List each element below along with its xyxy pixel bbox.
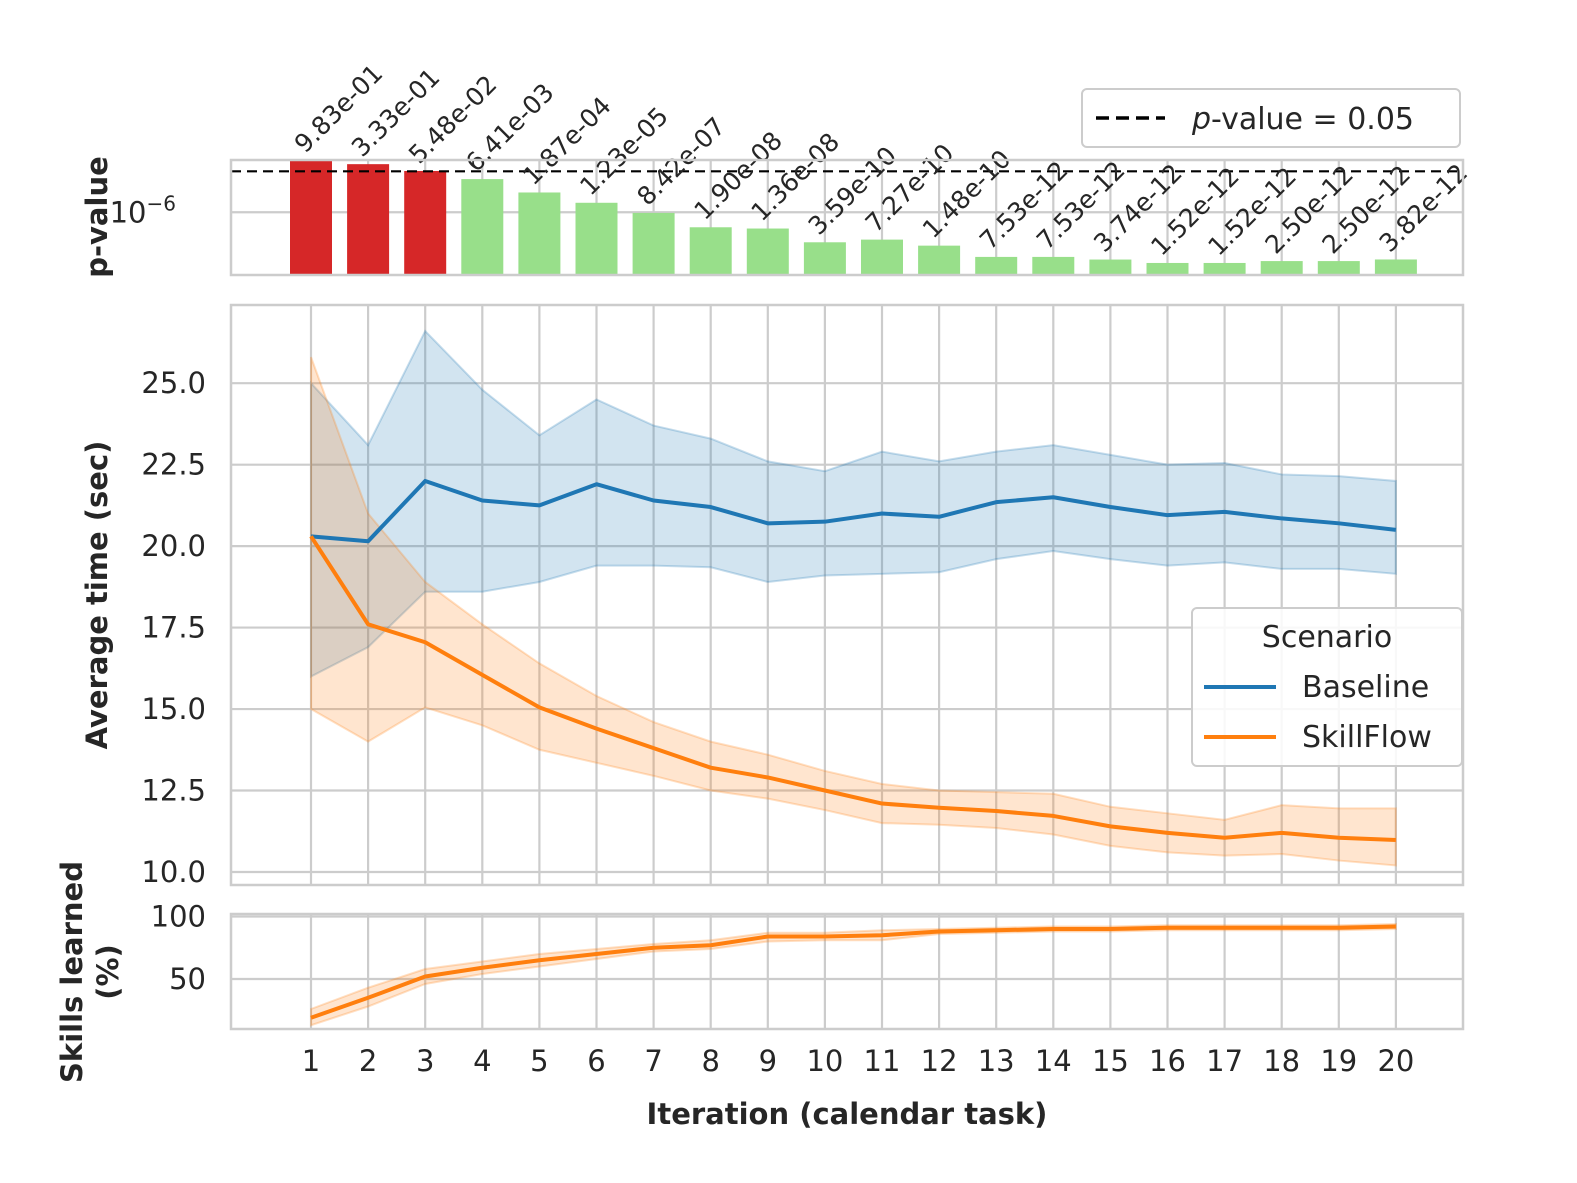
pvalue-bar: [975, 256, 1018, 275]
bot-band-skillflow: [310, 922, 1397, 1027]
mid-grid: [231, 305, 1463, 885]
scenario-legend: Scenario Baseline SkillFlow: [1191, 607, 1463, 767]
x-tick-label: 16: [1149, 1044, 1186, 1078]
band-skillflow: [310, 356, 1397, 867]
threshold-legend-rest: -value = 0.05: [1211, 102, 1414, 137]
mid-ylabel: Average time (sec): [80, 441, 114, 750]
p-value-panel: 9.83e-013.33e-015.48e-026.41e-031.87e-04…: [80, 59, 1473, 278]
x-tick-label: 15: [1092, 1044, 1129, 1078]
time-panel: 10.0 12.5 15.0 17.5 20.0 22.5 25.0 Average tim…: [80, 303, 1465, 889]
pvalue-bar: [689, 227, 732, 275]
pvalue-bar: [632, 212, 675, 275]
legend-baseline-label: Baseline: [1302, 670, 1429, 705]
scenario-legend-title: Scenario: [1262, 620, 1392, 655]
pvalue-bar: [461, 179, 504, 275]
bot-frame: [229, 912, 1465, 1031]
top-ytick-exponent: −6: [147, 191, 176, 215]
pvalue-bar: [1374, 259, 1417, 275]
bot-ytick-label: 100: [151, 900, 206, 934]
x-tick-label: 4: [473, 1044, 491, 1078]
bot-ylabel-line1: Skills learned: [55, 861, 89, 1083]
bot-ytick-label: 50: [169, 962, 206, 996]
bot-grid: [231, 914, 1463, 1029]
mid-ytick-label: 17.5: [141, 611, 206, 645]
top-ytick-label: 10−6: [110, 191, 176, 229]
pvalue-bar: [1317, 261, 1360, 275]
pvalue-bar: [1203, 262, 1246, 275]
x-tick-label: 8: [701, 1044, 719, 1078]
mid-ytick-label: 20.0: [141, 529, 206, 563]
scenario-legend-box: [1191, 607, 1463, 767]
line-skillflow: [309, 535, 1396, 843]
x-tick-label: 12: [921, 1044, 958, 1078]
mid-ytick-label: 22.5: [141, 448, 206, 482]
pvalue-bar: [803, 242, 846, 275]
threshold-legend-label: p-value = 0.05: [1191, 102, 1414, 137]
legend-skillflow-label: SkillFlow: [1302, 720, 1432, 755]
x-tick-label: 3: [416, 1044, 434, 1078]
bot-confidence-bands: [310, 922, 1397, 1027]
pvalue-bar: [575, 202, 618, 275]
x-tick-label: 9: [759, 1044, 777, 1078]
pvalue-bar: [1032, 256, 1075, 275]
pvalue-bar: [290, 160, 332, 275]
mid-ytick-label: 10.0: [141, 855, 206, 889]
x-tick-label: 2: [359, 1044, 377, 1078]
bot-line-skillflow: [310, 924, 1396, 1020]
x-tick-label: 11: [864, 1044, 901, 1078]
pvalue-bar: [1089, 259, 1132, 275]
pvalue-bar: [347, 164, 390, 275]
bot-yticks: 50 100: [151, 900, 206, 997]
top-ylabel: p-value: [80, 156, 114, 278]
line-baseline: [310, 478, 1397, 544]
mid-ytick-label: 12.5: [141, 774, 206, 808]
pvalue-bar: [1146, 262, 1189, 275]
pvalue-bar: [1260, 261, 1303, 275]
x-tick-label: 1: [302, 1044, 320, 1078]
x-tick-label: 7: [644, 1044, 662, 1078]
top-frame: [229, 158, 1465, 277]
mid-confidence-bands: [310, 329, 1397, 867]
x-tick-label: 10: [806, 1044, 843, 1078]
x-tick-label: 17: [1206, 1044, 1243, 1078]
x-tick-label: 20: [1377, 1044, 1414, 1078]
threshold-legend-box: [1081, 88, 1461, 148]
threshold-legend: p-value = 0.05: [1081, 88, 1461, 148]
pvalue-bar: [918, 245, 961, 275]
mid-frame: [229, 303, 1465, 887]
band-baseline: [310, 329, 1397, 679]
x-tick-labels: 1 2 3 4 5 6 7 8 9 10 11 12 13 14 15 16 17 18 19 20: [302, 1044, 1415, 1078]
threshold-legend-p: p: [1191, 102, 1211, 137]
top-bars: [290, 160, 1417, 275]
pvalue-bar: [746, 228, 789, 275]
x-tick-label: 6: [587, 1044, 605, 1078]
x-tick-label: 14: [1035, 1044, 1072, 1078]
bot-ylabel-line2: (%): [91, 944, 125, 1000]
x-axis-label: Iteration (calendar task): [647, 1097, 1048, 1131]
pvalue-bar: [861, 239, 903, 275]
mid-yticks: 10.0 12.5 15.0 17.5 20.0 22.5 25.0: [141, 366, 206, 889]
x-tick-label: 5: [530, 1044, 548, 1078]
x-tick-label: 13: [978, 1044, 1015, 1078]
pvalue-bar: [404, 170, 447, 275]
pvalue-bar: [518, 192, 561, 275]
x-tick-label: 19: [1320, 1044, 1357, 1078]
mid-ytick-label: 25.0: [141, 366, 206, 400]
mid-series-lines: [309, 478, 1397, 843]
x-tick-label: 18: [1263, 1044, 1300, 1078]
mid-ytick-label: 15.0: [141, 692, 206, 726]
bot-series-lines: [310, 924, 1396, 1020]
